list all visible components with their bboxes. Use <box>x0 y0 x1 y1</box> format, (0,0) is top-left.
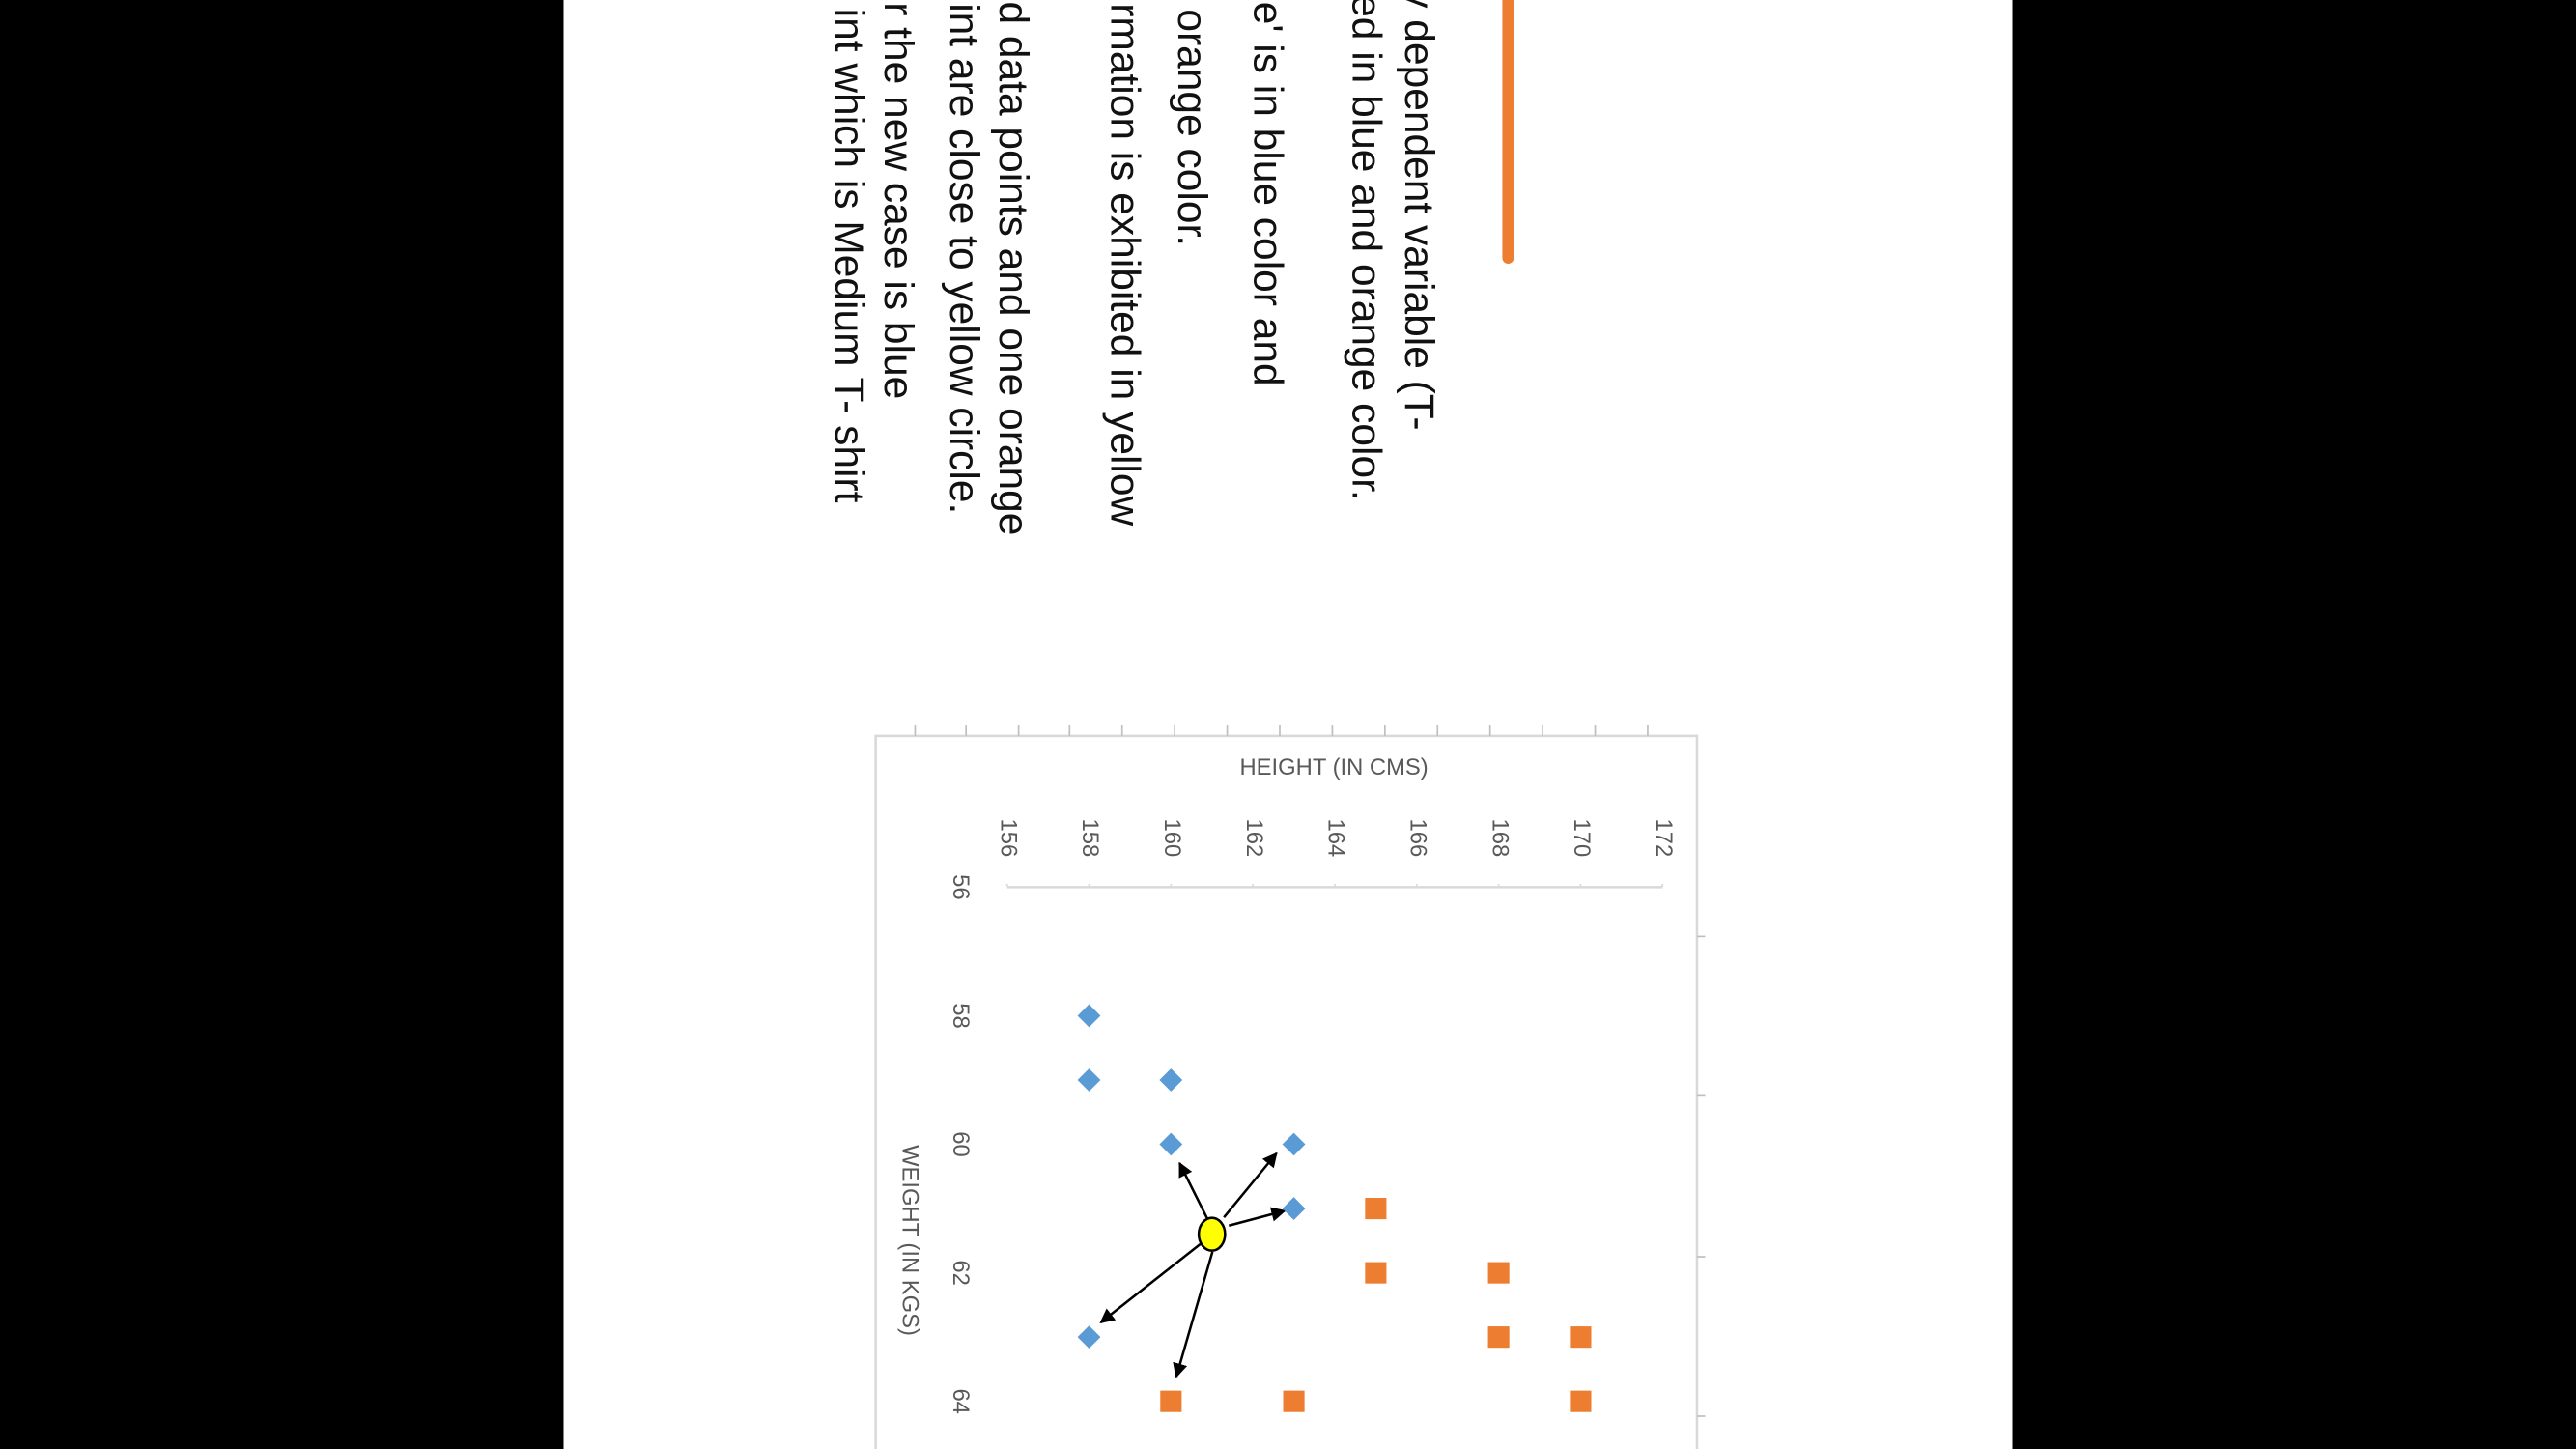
text-line: ed data points and one orange <box>990 0 1035 535</box>
point <box>1197 1216 1227 1252</box>
y-tick-label: 170 <box>1569 818 1595 857</box>
point <box>1487 1262 1510 1284</box>
y-tick-label: 172 <box>1651 818 1677 857</box>
point <box>1077 1004 1101 1028</box>
x-axis-title: WEIGHT (IN KGS) <box>896 1145 922 1336</box>
point <box>1282 1197 1306 1220</box>
text-line: n orange color. <box>1169 0 1214 246</box>
chart-frame <box>874 734 1699 1449</box>
point <box>1570 1326 1592 1349</box>
y-tick-label: 168 <box>1486 818 1513 857</box>
y-tick-label: 164 <box>1323 818 1349 857</box>
y-tick-label: 162 <box>1241 818 1267 857</box>
point <box>1160 1390 1182 1412</box>
point <box>1365 1198 1387 1220</box>
x-tick-label: 64 <box>948 1388 974 1413</box>
text-line: y dependent variable (T- <box>1396 0 1441 431</box>
text-line: int are close to yellow circle. <box>941 3 986 514</box>
point <box>1282 1132 1306 1156</box>
arrows <box>1099 1151 1287 1378</box>
text-line: int which is Medium T- shirt <box>826 9 871 503</box>
text-line: r the new case is blue <box>875 2 920 399</box>
y-tick-label: 156 <box>995 818 1021 857</box>
point <box>1159 1132 1183 1156</box>
x-tick-label: 62 <box>948 1260 974 1285</box>
x-tick-label: 56 <box>948 874 974 899</box>
y-axis-title: HEIGHT (IN CMS) <box>1240 754 1429 781</box>
x-tick-label: 58 <box>948 1003 974 1028</box>
point <box>1159 1068 1183 1092</box>
text-line: e' is in blue color and <box>1244 2 1289 386</box>
point <box>1365 1262 1387 1284</box>
text-line: rmation is exhibited in yellow <box>1101 3 1146 526</box>
x-tick-label: 60 <box>948 1131 974 1156</box>
y-tick-label: 160 <box>1159 818 1185 857</box>
frame-ticks <box>914 724 1706 1417</box>
y-tick-label: 166 <box>1405 818 1431 857</box>
point <box>1077 1325 1101 1350</box>
point <box>1283 1390 1305 1412</box>
point <box>1570 1390 1592 1412</box>
point <box>1487 1326 1510 1349</box>
y-tick-label: 158 <box>1077 818 1103 857</box>
text-line: ed in blue and orange color. <box>1343 0 1388 501</box>
point <box>1077 1068 1101 1092</box>
